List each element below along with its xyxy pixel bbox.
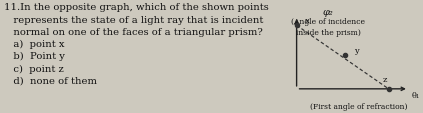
Text: (Angle of incidence: (Angle of incidence — [291, 17, 365, 25]
Text: inside the prism): inside the prism) — [296, 28, 361, 36]
Text: (First angle of refraction): (First angle of refraction) — [310, 102, 407, 110]
Text: θ₁: θ₁ — [412, 91, 420, 99]
Text: φ₂: φ₂ — [323, 7, 334, 16]
Text: x: x — [305, 17, 310, 25]
Text: 11.In the opposite graph, which of the shown points
   represents the state of a: 11.In the opposite graph, which of the s… — [4, 3, 269, 85]
Text: z: z — [383, 75, 387, 83]
Text: y: y — [354, 47, 359, 55]
